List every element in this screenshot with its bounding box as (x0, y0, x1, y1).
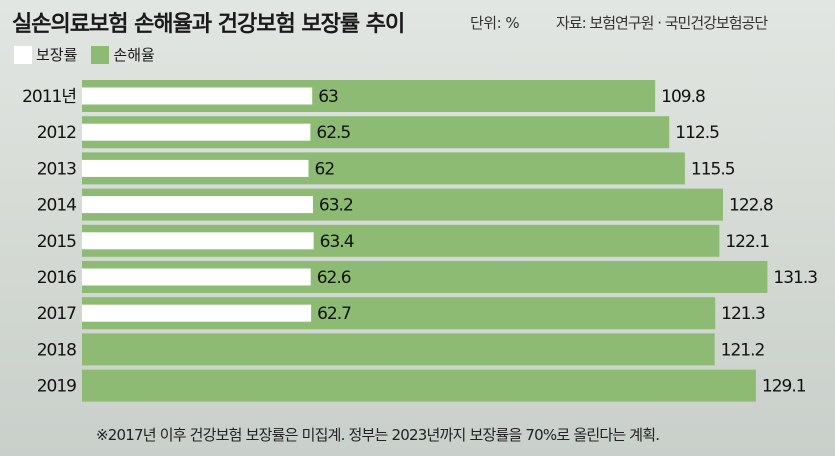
loss-value-label: 131.3 (773, 268, 817, 288)
coverage-value-label: 63.2 (319, 196, 353, 216)
loss-bar (82, 333, 715, 366)
loss-value-label: 129.1 (762, 377, 806, 397)
year-label: 2017 (37, 304, 76, 324)
coverage-value-label: 62 (315, 159, 335, 179)
year-label: 2018 (37, 340, 76, 360)
year-label: 2012 (37, 123, 76, 143)
legend-swatch-coverage (14, 45, 32, 64)
coverage-bar (82, 196, 313, 214)
legend-swatch-loss (91, 45, 110, 64)
loss-bar (82, 369, 756, 402)
coverage-bar (82, 87, 313, 105)
source-label: 자료: 보험연구원 · 국민건강보험공단 (556, 14, 768, 32)
coverage-bar (82, 123, 311, 141)
loss-value-label: 121.3 (721, 304, 765, 324)
footnote: ※2017년 이후 건강보험 보장률은 미집계. 정부는 2023년까지 보장률… (96, 426, 660, 444)
loss-value-label: 109.8 (661, 87, 705, 107)
coverage-bar (82, 232, 314, 250)
year-label: 2019 (37, 377, 76, 397)
coverage-value-label: 63 (318, 87, 338, 107)
coverage-value-label: 63.4 (320, 232, 354, 252)
loss-value-label: 122.1 (725, 232, 769, 252)
coverage-bar (82, 268, 311, 286)
loss-value-label: 121.2 (721, 340, 765, 360)
legend-item-coverage: 보장률 (14, 44, 77, 65)
chart-title: 실손의료보험 손해율과 건강보험 보장률 추이 (12, 12, 405, 37)
loss-value-label: 112.5 (675, 123, 719, 143)
coverage-bar (82, 159, 309, 177)
legend-label-loss: 손해율 (113, 46, 155, 64)
coverage-value-label: 62.6 (317, 268, 351, 288)
legend: 보장률 손해율 (14, 44, 169, 65)
loss-value-label: 115.5 (691, 159, 735, 179)
year-label: 2011년 (22, 87, 76, 107)
unit-label: 단위: % (470, 14, 520, 32)
coverage-value-label: 62.7 (317, 304, 351, 324)
legend-label-coverage: 보장률 (36, 46, 78, 64)
loss-value-label: 122.8 (729, 196, 773, 216)
coverage-value-label: 62.5 (316, 123, 350, 143)
year-label: 2016 (37, 268, 76, 288)
legend-item-loss: 손해율 (91, 44, 155, 65)
year-label: 2015 (37, 232, 76, 252)
year-label: 2014 (37, 196, 76, 216)
year-label: 2013 (37, 159, 76, 179)
coverage-bar (82, 304, 312, 322)
